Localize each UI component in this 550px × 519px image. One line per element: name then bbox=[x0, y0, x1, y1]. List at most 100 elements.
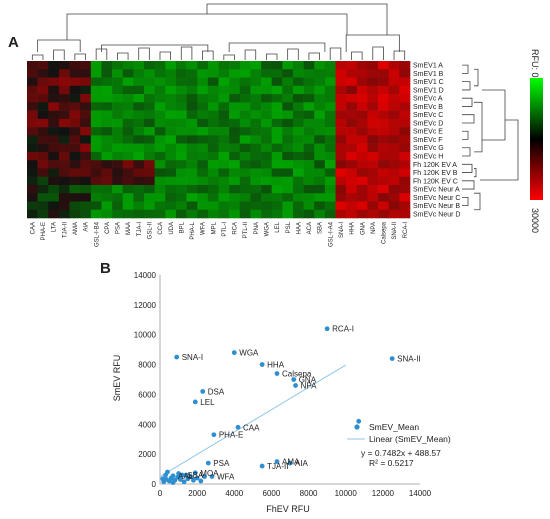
heatmap-cell bbox=[165, 201, 177, 211]
heatmap-cell bbox=[186, 201, 198, 211]
heatmap-cell bbox=[165, 127, 177, 136]
heatmap-cell bbox=[261, 102, 272, 111]
heatmap-cell bbox=[207, 160, 219, 169]
heatmap-cell bbox=[37, 209, 49, 219]
heatmap-cell bbox=[133, 176, 145, 186]
heatmap-cell bbox=[324, 151, 336, 161]
scatter-point bbox=[205, 460, 211, 466]
heatmap-cell bbox=[324, 69, 336, 78]
heatmap-cell bbox=[207, 184, 219, 194]
panel-a-label: A bbox=[8, 34, 19, 51]
scatter-point bbox=[274, 459, 280, 465]
heatmap-cell bbox=[271, 85, 283, 95]
heatmap-cell bbox=[186, 160, 198, 169]
heatmap-cell bbox=[239, 160, 251, 169]
scatter-point bbox=[291, 377, 297, 382]
heatmap-cell bbox=[292, 193, 304, 202]
heatmap-cell bbox=[303, 69, 315, 78]
heatmap-cell bbox=[239, 201, 251, 211]
heatmap-cell bbox=[69, 135, 81, 144]
heatmap-cell bbox=[144, 193, 155, 202]
scatter-point bbox=[274, 371, 280, 376]
heatmap-cell bbox=[335, 160, 347, 169]
heatmap-cell bbox=[133, 69, 145, 78]
heatmap-cell bbox=[175, 127, 187, 136]
heatmap-cell bbox=[356, 85, 368, 95]
column-dendrogram bbox=[31, 3, 406, 60]
heatmap-cell bbox=[356, 135, 368, 144]
heatmap-cell bbox=[90, 184, 102, 194]
heatmap-cell bbox=[335, 94, 347, 103]
heatmap-cell bbox=[239, 77, 251, 87]
row-label: SmEVc C bbox=[413, 112, 443, 119]
heatmap-cell bbox=[80, 85, 92, 95]
heatmap-cell bbox=[197, 102, 209, 111]
heatmap-cell bbox=[388, 201, 400, 211]
heatmap-cell bbox=[378, 168, 390, 177]
heatmap-cell bbox=[197, 201, 209, 211]
heatmap-cell bbox=[292, 209, 304, 219]
heatmap-cell bbox=[250, 127, 262, 136]
heatmap-cell bbox=[367, 193, 379, 202]
heatmap-cell bbox=[58, 135, 70, 144]
heatmap-cell bbox=[229, 151, 241, 161]
heatmap-cell bbox=[271, 160, 283, 169]
heatmap-cell bbox=[303, 118, 315, 128]
heatmap-cell bbox=[229, 160, 241, 169]
heatmap-cell bbox=[292, 135, 304, 144]
point-label: PSA bbox=[213, 459, 230, 468]
heatmap-cell bbox=[218, 69, 230, 78]
trend-line bbox=[159, 364, 346, 478]
heatmap-cell bbox=[218, 102, 230, 111]
heatmap-cell bbox=[101, 61, 113, 70]
heatmap-cell bbox=[292, 127, 304, 136]
heatmap-cell bbox=[314, 135, 326, 144]
point-label: DSA bbox=[208, 387, 225, 396]
heatmap-cell bbox=[165, 168, 177, 177]
heatmap-cell bbox=[122, 209, 134, 219]
heatmap-cell bbox=[282, 176, 294, 186]
heatmap-cell bbox=[154, 193, 166, 202]
heatmap-cell bbox=[324, 193, 336, 202]
heatmap-cell bbox=[261, 151, 272, 161]
heatmap-cell bbox=[175, 201, 187, 211]
heatmap-cell bbox=[122, 69, 134, 78]
heatmap-cell bbox=[314, 184, 326, 194]
heatmap-cell bbox=[122, 85, 134, 95]
heatmap-cell bbox=[250, 77, 262, 87]
heatmap-cell bbox=[303, 184, 315, 194]
heatmap-cell bbox=[271, 110, 283, 120]
heatmap-cell bbox=[80, 209, 92, 219]
heatmap-cell bbox=[388, 184, 400, 194]
heatmap-cell bbox=[122, 94, 134, 103]
heatmap-cell bbox=[229, 110, 241, 120]
heatmap-cell bbox=[69, 102, 81, 111]
heatmap-cell bbox=[69, 127, 81, 136]
row-label: SmEVc B bbox=[413, 104, 443, 111]
heatmap-cell bbox=[58, 184, 70, 194]
heatmap-cell bbox=[207, 151, 219, 161]
heatmap-cell bbox=[69, 118, 81, 128]
heatmap-cell bbox=[27, 135, 38, 144]
heatmap-cell bbox=[335, 201, 347, 211]
heatmap-cell bbox=[346, 77, 358, 87]
heatmap-cell bbox=[186, 118, 198, 128]
heatmap-cell bbox=[207, 118, 219, 128]
heatmap-cell bbox=[37, 160, 49, 169]
heatmap-cell bbox=[154, 151, 166, 161]
legend-trend-label: Linear (SmEV_Mean) bbox=[369, 434, 451, 444]
heatmap-cell bbox=[37, 143, 49, 153]
x-tick-label: 8000 bbox=[300, 489, 318, 498]
dendrogram-branch bbox=[345, 34, 400, 52]
heatmap-cell bbox=[324, 77, 336, 87]
heatmap-cell bbox=[346, 193, 358, 202]
heatmap-cell bbox=[175, 69, 187, 78]
heatmap-cell bbox=[218, 127, 230, 136]
heatmap-cell bbox=[101, 135, 113, 144]
heatmap-cell bbox=[186, 209, 198, 219]
heatmap-cell bbox=[154, 118, 166, 128]
heatmap-cell bbox=[58, 69, 70, 78]
heatmap-cell bbox=[335, 127, 347, 136]
row-label: SmEVc Neur C bbox=[413, 195, 460, 202]
heatmap-cell bbox=[207, 209, 219, 219]
